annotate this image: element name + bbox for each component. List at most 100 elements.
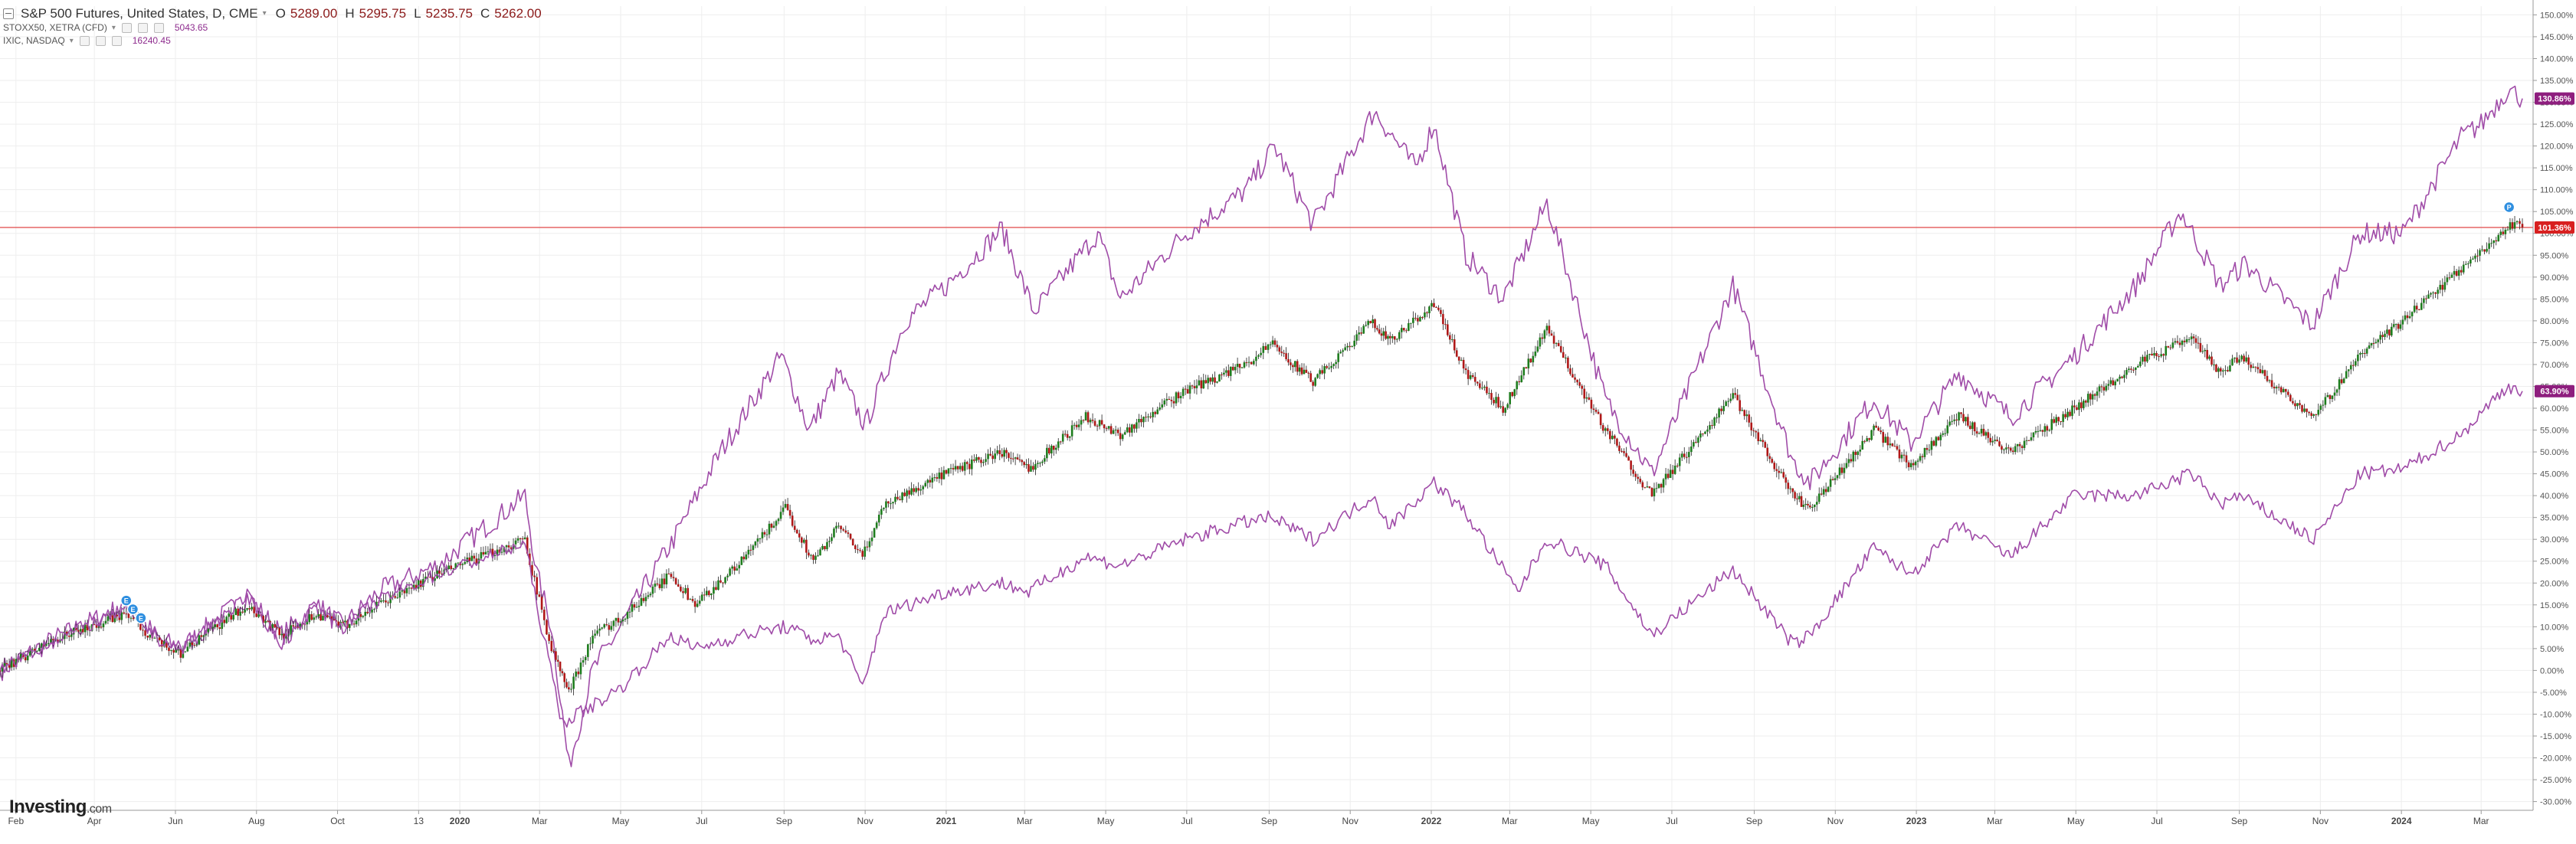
candle-body [1630,460,1632,470]
candle-body [491,548,494,556]
candle-body [1218,374,1221,382]
candle-body [603,624,606,628]
y-tick-label: 125.00% [2540,120,2574,129]
candle-body [1086,412,1090,423]
collapse-icon[interactable] [3,8,14,19]
x-tick-label: Mar [532,816,548,826]
candle-body [1121,434,1124,440]
candle-body [195,644,198,646]
candle-body [1262,345,1265,353]
candle-body [1720,408,1722,411]
candle-body [1725,401,1727,406]
candle-body [2287,391,2289,395]
candle-body [1126,427,1129,433]
candle-body [2275,387,2278,389]
event-marker-layer[interactable]: EEE P [120,201,2515,624]
candle-body [2086,394,2089,403]
candle-body [313,617,316,620]
legend-comparison-nasdaq[interactable]: IXIC, NASDAQ ▾ 16240.45 [3,34,545,47]
badge-background [2535,221,2574,234]
candle-body [1156,409,1159,414]
close-icon[interactable] [153,23,164,33]
candle-body [1195,385,1198,388]
candle-body [424,576,427,580]
close-icon[interactable] [111,36,122,46]
candle-body [579,662,582,675]
candle-body [2076,407,2078,411]
visibility-icon[interactable] [95,36,106,46]
candle-body [398,591,401,598]
candle-body [2192,336,2195,339]
y-tick-label: 90.00% [2540,273,2569,283]
candle-body [1739,400,1742,411]
candle-body [2370,343,2373,346]
candle-body [1471,375,1474,378]
candle-body [1592,408,1595,411]
candle-body [28,649,31,656]
candle-body [2266,375,2269,381]
candle-body [772,525,775,528]
candle-body [913,488,915,492]
candle-body [2434,292,2437,294]
candle-body [1859,450,1862,452]
settings-icon[interactable] [121,23,132,33]
candle-body [475,558,478,564]
candle-body [1780,472,1783,473]
chevron-down-icon[interactable]: ▾ [111,24,116,32]
event-marker[interactable]: E [135,612,147,624]
candle-body [1495,397,1497,404]
candle-body [2229,365,2231,371]
candle-body [726,575,729,577]
chevron-down-icon[interactable]: ▾ [69,37,74,45]
candle-body [1376,328,1378,330]
chevron-down-icon[interactable]: ▾ [262,9,267,18]
y-tick-label: 105.00% [2540,208,2574,217]
candle-body [102,623,105,628]
visibility-icon[interactable] [137,23,148,33]
candle-body [1550,333,1553,336]
candle-body [1103,424,1106,429]
candle-body [1483,386,1486,388]
candle-body [1919,456,1922,461]
candle-body [2474,255,2476,259]
candle-body [1403,328,1405,331]
y-tick-label: 20.00% [2540,579,2569,588]
candle-body [975,456,978,461]
event-marker[interactable]: E [120,594,133,607]
candle-body [454,563,457,569]
candle-body [640,597,643,606]
y-tick-label: 60.00% [2540,404,2569,414]
candle-body [1395,339,1398,340]
candle-body [2119,376,2121,379]
candle-body [808,552,810,556]
candle-body [795,529,798,534]
legend-main-series[interactable]: S&P 500 Futures, United States, D, CME ▾… [3,6,545,21]
x-tick-label: May [2067,816,2085,826]
candle-body [1857,451,1860,455]
candle-body [1339,352,1342,354]
candle-body [2443,282,2447,290]
candle-body [2236,357,2238,363]
candle-body [1581,385,1583,389]
candle-body [412,584,415,589]
candle-body [890,503,892,505]
candle-body [1766,447,1769,456]
event-marker[interactable]: P [2502,201,2515,214]
candle-body [1669,469,1672,478]
x-tick-label: Sep [2231,816,2248,826]
legend-comparison-stoxx[interactable]: STOXX50, XETRA (CFD) ▾ 5043.65 [3,21,545,34]
candle-body [1611,435,1614,440]
candle-body [2018,443,2021,447]
candle-body [703,594,706,596]
candle-body [2455,270,2458,276]
candle-body [919,489,923,491]
candle-body [1925,447,1929,450]
candle-body [1054,447,1057,450]
candle-body [933,477,936,479]
settings-icon[interactable] [79,36,90,46]
candle-body [1948,421,1951,426]
candle-body [1152,411,1154,417]
event-marker[interactable]: E [126,603,139,616]
